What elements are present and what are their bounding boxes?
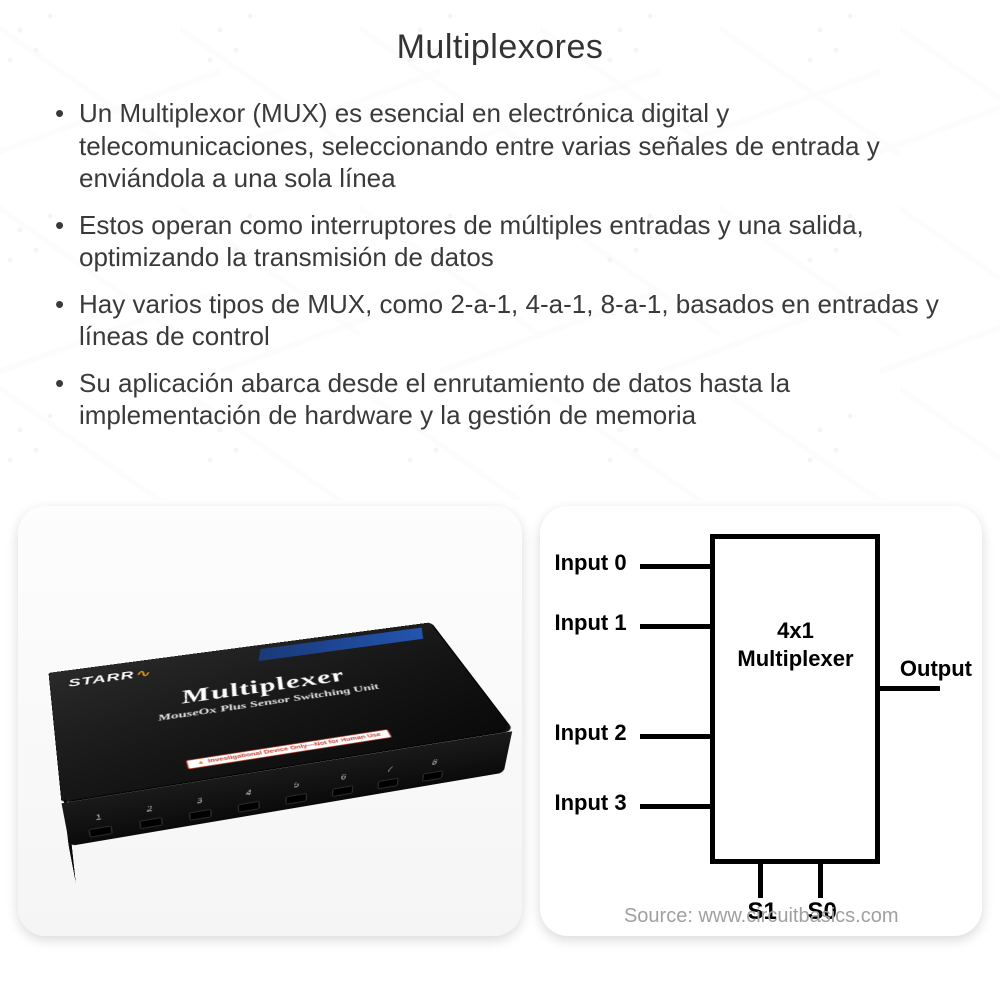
diagram-card: Input 0 Input 1 Input 2 Input 3 4x1 Mult… bbox=[540, 506, 982, 936]
port: 4 bbox=[238, 800, 260, 812]
mux-diagram: Input 0 Input 1 Input 2 Input 3 4x1 Mult… bbox=[540, 506, 982, 936]
input-wire bbox=[640, 804, 715, 809]
port-number: 5 bbox=[294, 779, 300, 788]
port-number: 8 bbox=[432, 757, 438, 766]
port: 5 bbox=[286, 792, 308, 804]
bullet-item: Hay varios tipos de MUX, como 2-a-1, 4-a… bbox=[55, 288, 960, 353]
bullet-item: Su aplicación abarca desde el enrutamien… bbox=[55, 367, 960, 432]
port-number: 1 bbox=[95, 812, 102, 822]
multiplexer-device: 1 2 3 4 5 6 7 8 STARR∿ Multiplexer Mouse… bbox=[56, 660, 503, 844]
bullet-item: Estos operan como interruptores de múlti… bbox=[55, 209, 960, 274]
port: 1 bbox=[89, 825, 114, 837]
port-number: 2 bbox=[146, 803, 153, 813]
port: 8 bbox=[422, 770, 443, 782]
port-number: 6 bbox=[341, 772, 347, 781]
input-label: Input 3 bbox=[554, 790, 626, 816]
pulse-icon: ∿ bbox=[134, 667, 153, 680]
input-label: Input 2 bbox=[554, 720, 626, 746]
select-wire bbox=[818, 864, 823, 898]
port: 6 bbox=[332, 785, 353, 797]
warning-icon: ▲ bbox=[196, 759, 205, 765]
mux-label-line1: 4x1 bbox=[777, 618, 814, 643]
mux-label-line2: Multiplexer bbox=[737, 646, 853, 671]
port-number: 4 bbox=[246, 787, 252, 796]
source-attribution: Source: www.circuitbasics.com bbox=[540, 905, 982, 928]
output-wire bbox=[880, 686, 940, 691]
brand-text: STARR bbox=[68, 669, 136, 689]
input-wire bbox=[640, 564, 715, 569]
input-label: Input 1 bbox=[554, 610, 626, 636]
port: 2 bbox=[139, 817, 163, 829]
port-number: 3 bbox=[197, 795, 203, 804]
bullet-item: Un Multiplexor (MUX) es esencial en elec… bbox=[55, 97, 960, 195]
mux-box: 4x1 Multiplexer bbox=[710, 534, 880, 864]
port: 3 bbox=[189, 808, 212, 820]
output-label: Output bbox=[900, 656, 972, 682]
select-wire bbox=[758, 864, 763, 898]
input-wire bbox=[640, 624, 715, 629]
image-row: 1 2 3 4 5 6 7 8 STARR∿ Multiplexer Mouse… bbox=[0, 476, 1000, 936]
input-wire bbox=[640, 734, 715, 739]
brand-logo: STARR∿ bbox=[68, 667, 152, 690]
mux-box-label: 4x1 Multiplexer bbox=[737, 617, 853, 674]
port: 7 bbox=[378, 777, 399, 789]
port-number: 7 bbox=[387, 764, 393, 773]
input-label: Input 0 bbox=[554, 550, 626, 576]
product-photo-card: 1 2 3 4 5 6 7 8 STARR∿ Multiplexer Mouse… bbox=[18, 506, 522, 936]
